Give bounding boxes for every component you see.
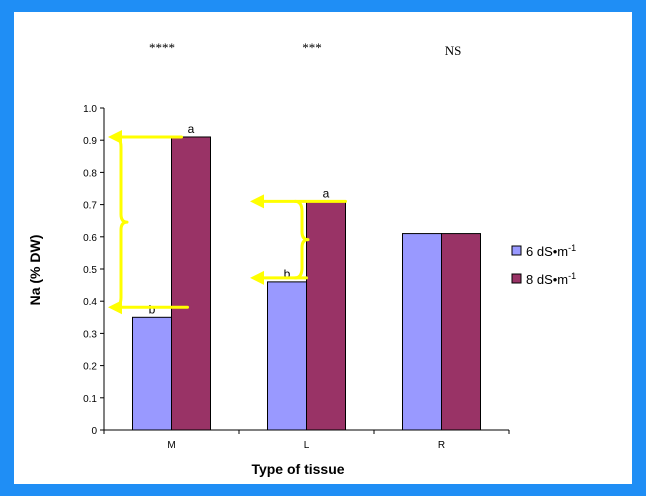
bar-letter-l-series-6: b (284, 267, 291, 281)
significance-marker-m: **** (149, 40, 175, 55)
y-tick-label: 0.7 (83, 201, 97, 212)
significance-markers: **** *** NS (149, 40, 461, 58)
bar-letter-l-series-8: a (323, 186, 330, 200)
legend: 6 dS•m-1 8 dS•m-1 (511, 243, 576, 287)
y-tick-label: 0.2 (83, 362, 97, 373)
legend-label-6: 6 dS•m-1 (526, 243, 576, 259)
legend-label-8: 8 dS•m-1 (526, 271, 576, 287)
y-tick-label: 1.0 (83, 104, 97, 115)
legend-swatch-8 (511, 273, 522, 284)
bar-letter-m-series-6: b (149, 302, 156, 316)
brace-m (112, 135, 129, 309)
yellow-annotations (108, 129, 347, 315)
bar-l-series-6 (267, 281, 307, 431)
x-tick-label: L (304, 440, 310, 451)
brace-l (293, 199, 310, 280)
bar-m-series-6 (132, 316, 172, 431)
bar-letters: b a b a (149, 122, 330, 316)
legend-label-6-sup: -1 (568, 243, 576, 253)
x-axis-title: Type of tissue (251, 461, 344, 477)
y-tick-label: 0.9 (83, 136, 97, 147)
legend-label-8-sup: -1 (568, 271, 576, 281)
arrow-l-high-head (250, 194, 264, 209)
y-tick-label: 0.8 (83, 168, 97, 179)
bar-r-series-8 (441, 233, 481, 431)
legend-swatch-6 (511, 245, 522, 256)
y-axis-title: Na (% DW) (27, 235, 43, 306)
y-tick-label: 0.1 (83, 394, 97, 405)
bar-r-series-6 (402, 233, 442, 431)
bar-letter-m-series-8: a (188, 122, 195, 136)
x-tick-label: M (167, 440, 175, 451)
x-tick-label: R (438, 440, 445, 451)
arrow-l-low-head (250, 270, 264, 285)
bar-m-series-8 (171, 136, 211, 431)
y-tick-label: 0.3 (83, 329, 97, 340)
legend-label-6-base: 6 dS•m (526, 244, 568, 259)
y-tick-label: 0.4 (83, 297, 97, 308)
legend-label-8-base: 8 dS•m (526, 272, 568, 287)
significance-marker-l: *** (302, 40, 322, 55)
y-tick-label: 0.5 (83, 265, 97, 276)
bars (132, 136, 481, 431)
bar-l-series-8 (306, 200, 346, 431)
significance-marker-r: NS (445, 43, 462, 58)
y-tick-label: 0.6 (83, 233, 97, 244)
y-tick-label: 0 (91, 426, 97, 437)
